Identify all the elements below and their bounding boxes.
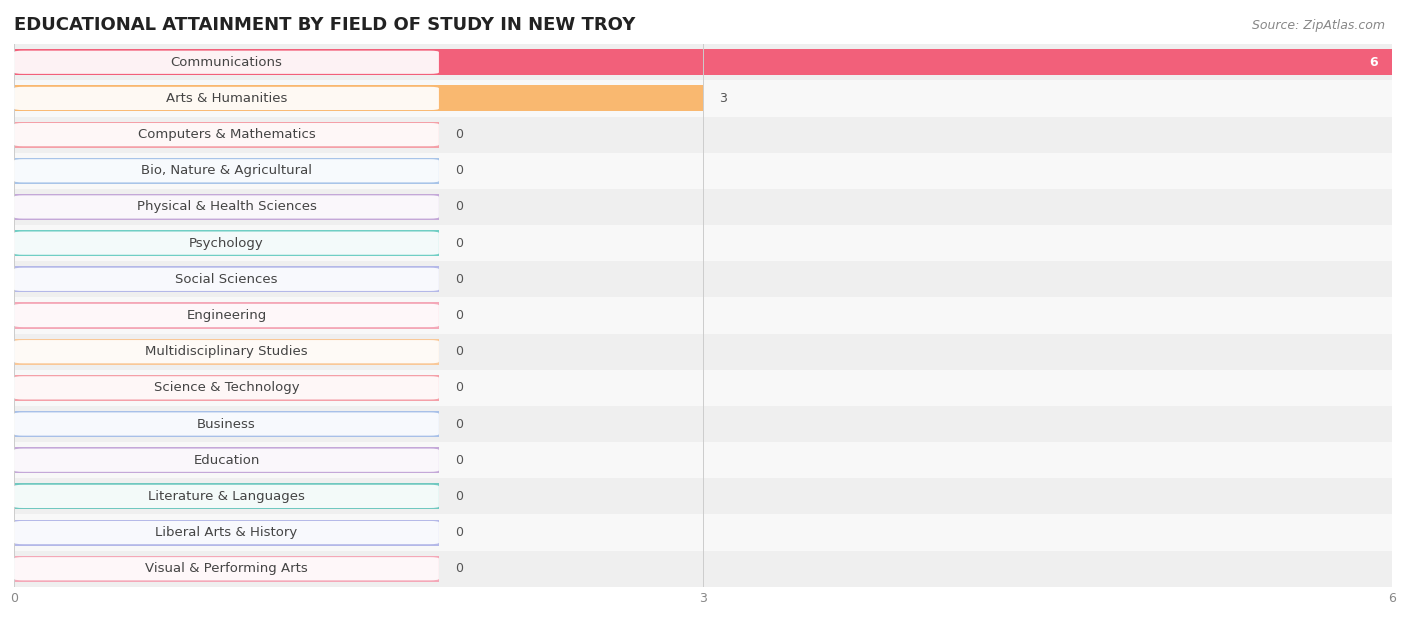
Bar bbox=[14, 339, 439, 365]
Text: 0: 0 bbox=[456, 526, 463, 539]
Text: Literature & Languages: Literature & Languages bbox=[148, 490, 305, 503]
Text: Arts & Humanities: Arts & Humanities bbox=[166, 92, 287, 105]
Text: 0: 0 bbox=[456, 454, 463, 467]
Text: 0: 0 bbox=[456, 128, 463, 141]
Bar bbox=[14, 519, 439, 546]
Bar bbox=[14, 194, 439, 220]
Bar bbox=[14, 302, 439, 329]
Bar bbox=[0, 261, 1406, 297]
FancyBboxPatch shape bbox=[14, 159, 439, 182]
Text: Computers & Mathematics: Computers & Mathematics bbox=[138, 128, 315, 141]
Bar bbox=[14, 158, 439, 184]
FancyBboxPatch shape bbox=[14, 196, 439, 218]
Bar bbox=[14, 483, 439, 509]
FancyBboxPatch shape bbox=[14, 50, 439, 74]
FancyBboxPatch shape bbox=[14, 87, 439, 110]
Text: 0: 0 bbox=[456, 490, 463, 503]
Text: 0: 0 bbox=[456, 562, 463, 575]
Bar bbox=[14, 122, 439, 148]
Bar bbox=[0, 442, 1406, 478]
FancyBboxPatch shape bbox=[14, 340, 439, 363]
Text: Source: ZipAtlas.com: Source: ZipAtlas.com bbox=[1251, 19, 1385, 32]
Bar bbox=[0, 44, 1406, 80]
Bar bbox=[0, 80, 1406, 117]
FancyBboxPatch shape bbox=[14, 413, 439, 435]
Bar bbox=[14, 411, 439, 437]
Bar bbox=[14, 230, 439, 256]
Text: Science & Technology: Science & Technology bbox=[153, 381, 299, 394]
Bar bbox=[0, 225, 1406, 261]
Text: Communications: Communications bbox=[170, 56, 283, 69]
Bar bbox=[14, 85, 703, 112]
Text: 0: 0 bbox=[456, 164, 463, 177]
Bar bbox=[0, 370, 1406, 406]
Text: 0: 0 bbox=[456, 309, 463, 322]
Bar bbox=[0, 478, 1406, 514]
Text: 0: 0 bbox=[456, 345, 463, 358]
Bar bbox=[0, 334, 1406, 370]
Text: Psychology: Psychology bbox=[190, 237, 264, 250]
Bar bbox=[14, 447, 439, 473]
Bar bbox=[0, 551, 1406, 587]
Bar bbox=[0, 514, 1406, 551]
FancyBboxPatch shape bbox=[14, 123, 439, 146]
Text: 0: 0 bbox=[456, 237, 463, 250]
Bar bbox=[0, 153, 1406, 189]
Text: Education: Education bbox=[193, 454, 260, 467]
Bar bbox=[0, 117, 1406, 153]
Text: Liberal Arts & History: Liberal Arts & History bbox=[155, 526, 298, 539]
Text: 0: 0 bbox=[456, 381, 463, 394]
Text: 6: 6 bbox=[1369, 56, 1378, 69]
FancyBboxPatch shape bbox=[14, 376, 439, 399]
Bar bbox=[0, 189, 1406, 225]
FancyBboxPatch shape bbox=[14, 521, 439, 544]
Bar bbox=[14, 266, 439, 292]
Bar bbox=[14, 49, 1392, 75]
FancyBboxPatch shape bbox=[14, 557, 439, 581]
FancyBboxPatch shape bbox=[14, 449, 439, 472]
Bar bbox=[14, 556, 439, 582]
Text: 0: 0 bbox=[456, 418, 463, 430]
Text: EDUCATIONAL ATTAINMENT BY FIELD OF STUDY IN NEW TROY: EDUCATIONAL ATTAINMENT BY FIELD OF STUDY… bbox=[14, 16, 636, 34]
Text: Engineering: Engineering bbox=[187, 309, 267, 322]
FancyBboxPatch shape bbox=[14, 304, 439, 327]
Text: Multidisciplinary Studies: Multidisciplinary Studies bbox=[145, 345, 308, 358]
Text: Visual & Performing Arts: Visual & Performing Arts bbox=[145, 562, 308, 575]
Bar bbox=[0, 297, 1406, 334]
Text: 3: 3 bbox=[718, 92, 727, 105]
FancyBboxPatch shape bbox=[14, 485, 439, 508]
FancyBboxPatch shape bbox=[14, 268, 439, 291]
Bar bbox=[0, 406, 1406, 442]
FancyBboxPatch shape bbox=[14, 232, 439, 255]
Text: 0: 0 bbox=[456, 201, 463, 213]
Bar bbox=[14, 375, 439, 401]
Text: Social Sciences: Social Sciences bbox=[176, 273, 278, 286]
Text: 0: 0 bbox=[456, 273, 463, 286]
Text: Bio, Nature & Agricultural: Bio, Nature & Agricultural bbox=[141, 164, 312, 177]
Text: Business: Business bbox=[197, 418, 256, 430]
Text: Physical & Health Sciences: Physical & Health Sciences bbox=[136, 201, 316, 213]
